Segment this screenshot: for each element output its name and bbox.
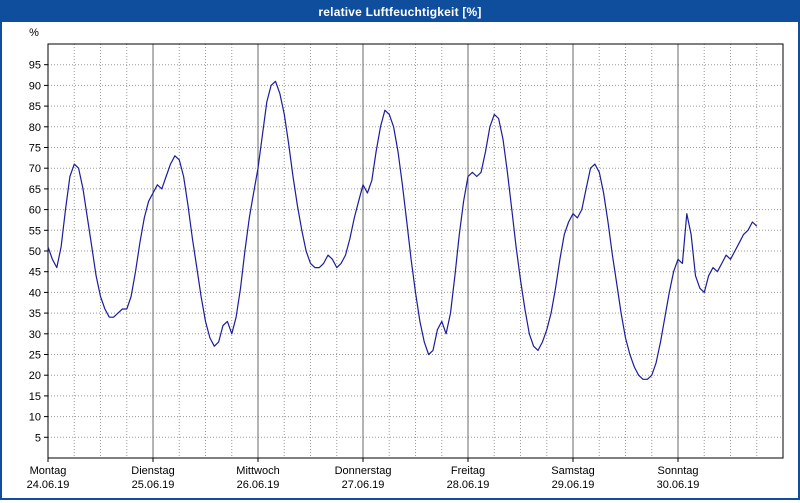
day-label: Freitag [451, 465, 485, 477]
y-tick-label: 65 [29, 184, 41, 196]
humidity-line-chart: 5 10 15 20 25 30 35 40 45 50 55 60 65 70 75 80 85 90 95 Mon… [27, 27, 784, 491]
y-tick-label: 80 [29, 122, 41, 134]
day-label: Montag [30, 465, 67, 477]
day-label: Sonntag [658, 465, 699, 477]
day-label: Samstag [551, 465, 594, 477]
y-tick-label: 50 [29, 246, 41, 258]
date-label: 30.06.19 [657, 479, 700, 491]
y-tick-label: 75 [29, 143, 41, 155]
y-tick-label: 15 [29, 391, 41, 403]
day-label: Mittwoch [236, 465, 279, 477]
y-tick-label: 70 [29, 163, 41, 175]
y-tick-label: 55 [29, 225, 41, 237]
day-label: Donnerstag [335, 465, 392, 477]
window-title: relative Luftfeuchtigkeit [%] [318, 5, 482, 19]
y-tick-label: 85 [29, 101, 41, 113]
date-label: 26.06.19 [237, 479, 280, 491]
y-axis-unit-label: % [29, 27, 39, 39]
y-tick-label: 30 [29, 329, 41, 341]
plot-frame [47, 43, 784, 459]
y-tick-label: 10 [29, 412, 41, 424]
y-tick-label: 35 [29, 308, 41, 320]
window-titlebar: relative Luftfeuchtigkeit [%] [2, 2, 798, 22]
chart-area: 5 10 15 20 25 30 35 40 45 50 55 60 65 70 75 80 85 90 95 Mon… [2, 22, 798, 498]
y-tick-label: 90 [29, 80, 41, 92]
y-tick-label: 60 [29, 205, 41, 217]
y-tick-label: 45 [29, 267, 41, 279]
y-tick-label: 20 [29, 370, 41, 382]
y-tick-label: 25 [29, 350, 41, 362]
day-label: Dienstag [131, 465, 174, 477]
y-tick-label: 40 [29, 287, 41, 299]
humidity-series-line [47, 80, 758, 380]
y-tick-label: 95 [29, 60, 41, 72]
date-label: 27.06.19 [342, 479, 385, 491]
date-label: 29.06.19 [552, 479, 595, 491]
date-label: 25.06.19 [132, 479, 175, 491]
y-tick-label: 5 [35, 432, 41, 444]
date-label: 24.06.19 [27, 479, 70, 491]
date-label: 28.06.19 [447, 479, 490, 491]
